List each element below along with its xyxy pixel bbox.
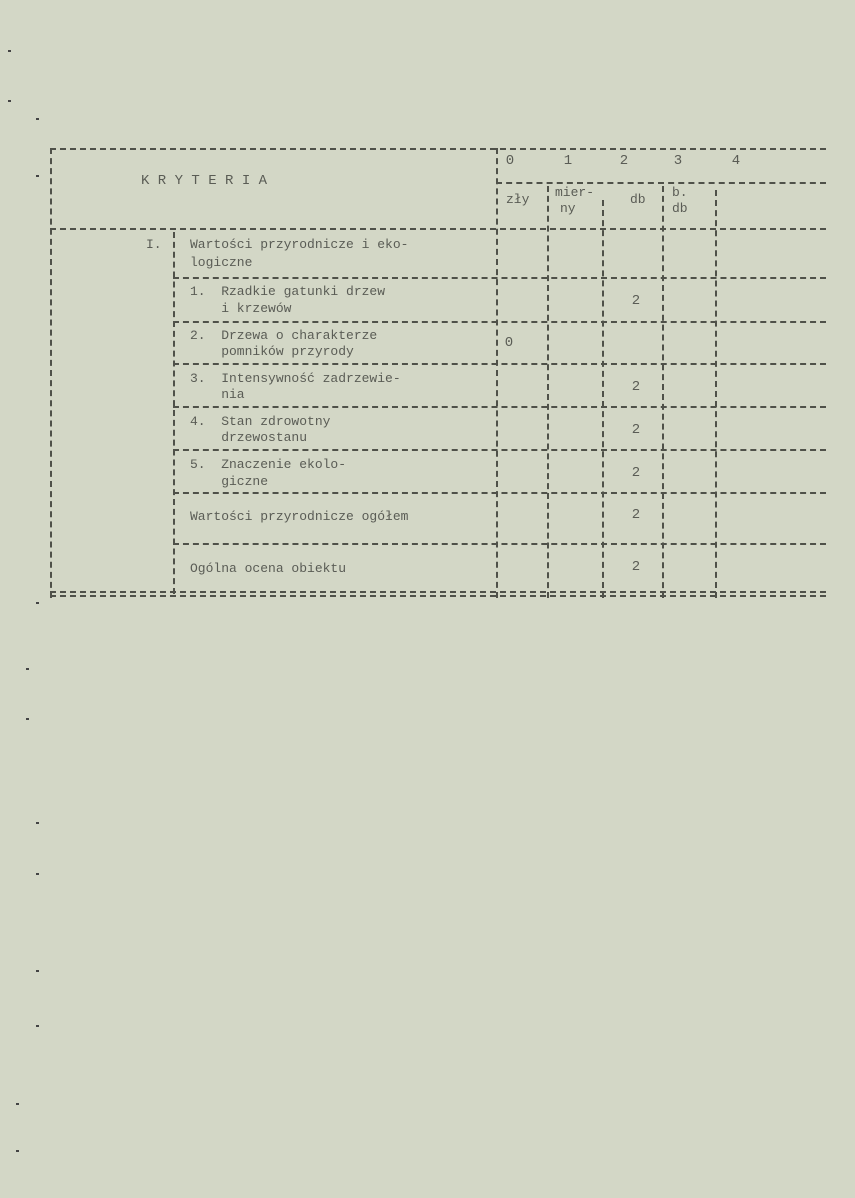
scale-label-mierny: ny	[560, 201, 576, 216]
margin-mark	[26, 668, 29, 670]
criterion-score: 2	[631, 422, 641, 438]
margin-mark	[36, 118, 39, 120]
score-col-border	[715, 190, 717, 598]
scale-label-mierny: mier-	[555, 185, 595, 200]
criterion-label: i krzewów	[190, 301, 292, 316]
header-bottom-border	[50, 228, 826, 230]
margin-mark	[8, 50, 11, 52]
table-left-border	[50, 148, 52, 598]
margin-mark	[8, 100, 11, 102]
margin-mark	[36, 873, 39, 875]
score-col-border	[547, 186, 549, 598]
criterion-label: 1. Rzadkie gatunki drzew	[190, 284, 386, 299]
scale-label-bdb: db	[672, 201, 688, 216]
scale-label-db: db	[630, 192, 646, 207]
row-divider	[173, 543, 826, 545]
section-title: logiczne	[190, 255, 253, 270]
scale-number: 3	[673, 153, 683, 169]
scale-label-zly: zły	[506, 192, 530, 207]
criterion-label: 2. Drzewa o charakterze	[190, 328, 378, 343]
row-divider	[173, 363, 826, 365]
overall-score: 2	[631, 559, 641, 575]
row-divider	[173, 277, 826, 279]
scale-number: 2	[619, 153, 629, 169]
scale-label-bdb: b.	[672, 185, 688, 200]
criterion-label: drzewostanu	[190, 430, 308, 445]
scale-number: 1	[563, 153, 573, 169]
table-bottom-border	[50, 591, 826, 597]
table-top-border	[50, 148, 826, 150]
margin-mark	[16, 1150, 19, 1152]
margin-mark	[36, 602, 39, 604]
scale-number: 4	[731, 153, 741, 169]
scale-number: 0	[505, 153, 515, 169]
margin-mark	[36, 970, 39, 972]
criterion-label: giczne	[190, 474, 269, 489]
row-divider	[173, 406, 826, 408]
section-title: Wartości przyrodnicze i eko-	[190, 237, 409, 252]
total-label: Wartości przyrodnicze ogółem	[190, 509, 409, 524]
criterion-score: 2	[631, 465, 641, 481]
row-divider	[173, 449, 826, 451]
overall-label: Ogólna ocena obiektu	[190, 561, 347, 576]
criterion-score: 2	[631, 379, 641, 395]
row-divider	[173, 492, 826, 494]
criterion-label: pomników przyrody	[190, 344, 354, 359]
margin-mark	[26, 718, 29, 720]
margin-mark	[36, 822, 39, 824]
row-divider	[173, 321, 826, 323]
criterion-label: nia	[190, 387, 245, 402]
margin-mark	[16, 1103, 19, 1105]
inner-left-border	[173, 232, 175, 594]
score-col-border	[496, 148, 498, 598]
total-score: 2	[631, 507, 641, 523]
criterion-score: 0	[504, 335, 514, 351]
criteria-title: K R Y T E R I A	[141, 173, 268, 189]
criterion-label: 5. Znaczenie ekolo-	[190, 457, 347, 472]
criterion-score: 2	[631, 293, 641, 309]
score-col-border	[602, 200, 604, 598]
criterion-label: 3. Intensywność zadrzewie-	[190, 371, 401, 386]
header-divider	[496, 182, 826, 184]
section-number: I.	[146, 237, 162, 252]
margin-mark	[36, 1025, 39, 1027]
margin-mark	[36, 175, 39, 177]
score-col-border	[662, 186, 664, 598]
criterion-label: 4. Stan zdrowotny	[190, 414, 331, 429]
